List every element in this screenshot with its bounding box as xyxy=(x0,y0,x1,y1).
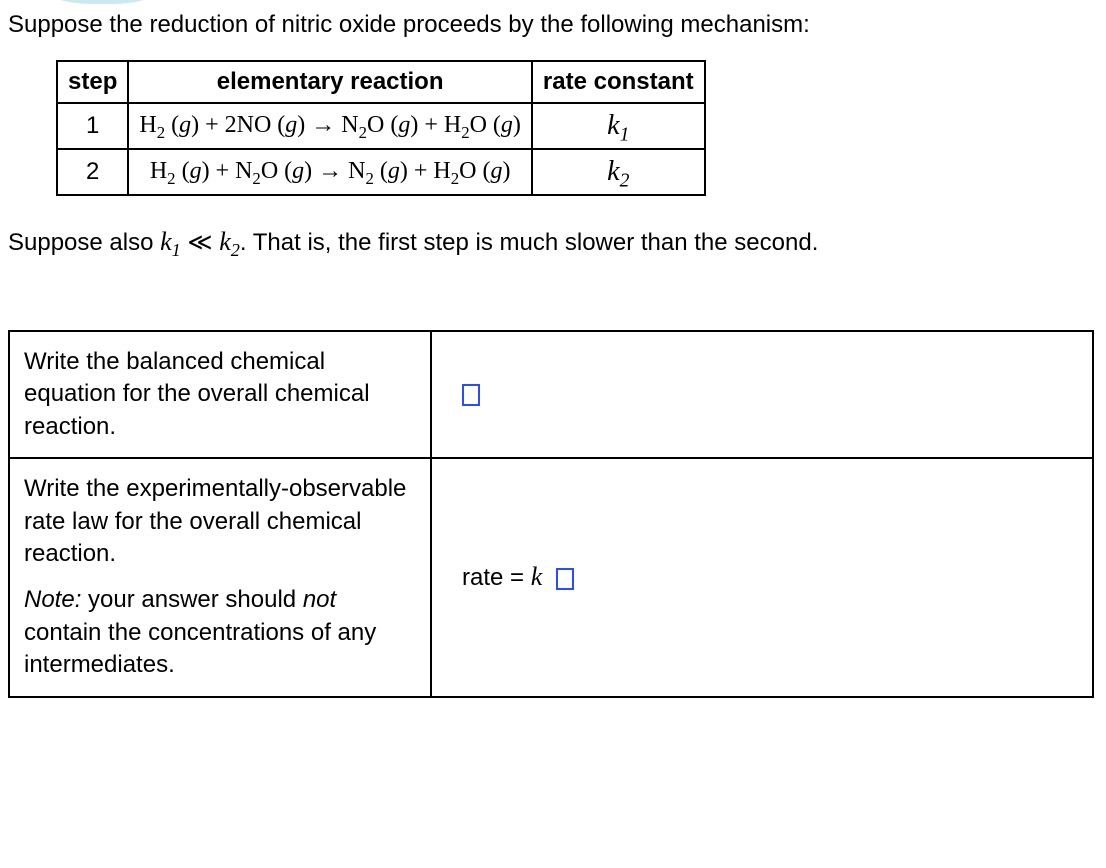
rate-constant-cell: k2 xyxy=(607,156,629,187)
rate-law-field-cell: rate = k xyxy=(431,458,1093,696)
table-header-row: step elementary reaction rate constant xyxy=(57,61,705,103)
mechanism-row-1: 1 H2 (g) + 2NO (g) → N2O (g) + H2O (g) k… xyxy=(57,103,705,149)
rate-law-prompt-text: Write the experimentally-observable rate… xyxy=(24,473,414,570)
answer-row-1: Write the balanced chemical equation for… xyxy=(9,331,1093,458)
header-rate-constant: rate constant xyxy=(532,61,705,103)
rate-constant-cell: k1 xyxy=(607,110,629,141)
mechanism-row-2: 2 H2 (g) + N2O (g) → N2 (g) + H2O (g) k2 xyxy=(57,149,705,195)
highlight-decoration xyxy=(42,0,162,4)
reaction-cell: H2 (g) + N2O (g) → N2 (g) + H2O (g) xyxy=(128,149,532,195)
step-number: 2 xyxy=(57,149,128,195)
overall-equation-input[interactable] xyxy=(462,384,480,406)
answer-row-2: Write the experimentally-observable rate… xyxy=(9,458,1093,696)
condition-suffix: . That is, the first step is much slower… xyxy=(240,229,819,256)
note-not: not xyxy=(303,586,336,613)
step-number: 1 xyxy=(57,103,128,149)
header-reaction: elementary reaction xyxy=(128,61,532,103)
header-step: step xyxy=(57,61,128,103)
rate-k-symbol: k xyxy=(531,562,543,591)
k1-symbol: k1 xyxy=(160,227,181,256)
intro-paragraph: Suppose the reduction of nitric oxide pr… xyxy=(8,8,1096,42)
k2-symbol: k2 xyxy=(219,227,240,256)
note-rest: your answer should xyxy=(81,586,302,613)
answer-table: Write the balanced chemical equation for… xyxy=(8,330,1094,698)
overall-equation-field-cell xyxy=(431,331,1093,458)
rate-law-prompt: Write the experimentally-observable rate… xyxy=(9,458,431,696)
rate-law-note: Note: your answer should not contain the… xyxy=(24,584,414,681)
note-tail: contain the concentrations of any interm… xyxy=(24,619,376,678)
reaction-cell: H2 (g) + 2NO (g) → N2O (g) + H2O (g) xyxy=(128,103,532,149)
condition-prefix: Suppose also xyxy=(8,229,160,256)
mechanism-table: step elementary reaction rate constant 1… xyxy=(56,60,706,196)
overall-equation-prompt: Write the balanced chemical equation for… xyxy=(9,331,431,458)
rate-law-input[interactable] xyxy=(556,568,574,590)
note-label: Note: xyxy=(24,586,81,613)
condition-paragraph: Suppose also k1 ≪ k2. That is, the first… xyxy=(8,224,1096,260)
spacer xyxy=(24,570,414,584)
rate-equals-label: rate = xyxy=(462,564,531,591)
much-less-than: ≪ xyxy=(181,229,219,256)
